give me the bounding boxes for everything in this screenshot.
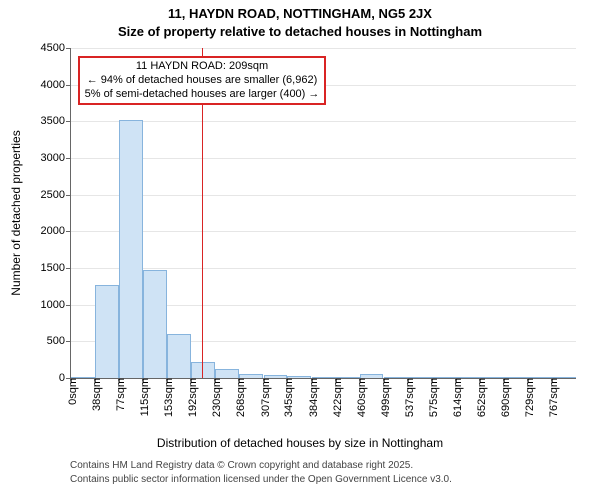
histogram-bar	[215, 369, 239, 378]
ytick-label: 3000	[41, 152, 71, 164]
xtick-label: 38sqm	[87, 378, 103, 411]
xtick-label: 268sqm	[231, 378, 247, 417]
xtick-label: 345sqm	[279, 378, 295, 417]
xtick-label: 460sqm	[352, 378, 368, 417]
ytick-label: 3500	[41, 115, 71, 127]
ytick-label: 4000	[41, 79, 71, 91]
xtick-label: 384sqm	[304, 378, 320, 417]
footer-line-2: Contains public sector information licen…	[70, 474, 452, 485]
histogram-bar	[167, 334, 191, 378]
xtick-label: 422sqm	[328, 378, 344, 417]
gridline	[71, 231, 576, 232]
ytick-label: 1000	[41, 299, 71, 311]
xtick-label: 115sqm	[135, 378, 151, 416]
y-axis-title: Number of detached properties	[9, 130, 23, 295]
xtick-label: 575sqm	[424, 378, 440, 417]
gridline	[71, 195, 576, 196]
annotation-line: 11 HAYDN ROAD: 209sqm	[85, 60, 320, 74]
ytick-label: 1500	[41, 262, 71, 274]
chart-title-line2: Size of property relative to detached ho…	[0, 24, 600, 39]
xtick-label: 307sqm	[256, 378, 272, 417]
xtick-label: 499sqm	[376, 378, 392, 417]
xtick-label: 192sqm	[183, 378, 199, 417]
chart-title-line1: 11, HAYDN ROAD, NOTTINGHAM, NG5 2JX	[0, 6, 600, 21]
ytick-label: 2000	[41, 225, 71, 237]
xtick-label: 767sqm	[544, 378, 560, 417]
annotation-line: 5% of semi-detached houses are larger (4…	[85, 88, 320, 102]
chart-container: 11, HAYDN ROAD, NOTTINGHAM, NG5 2JX Size…	[0, 0, 600, 500]
plot-area: 0500100015002000250030003500400045000sqm…	[70, 48, 576, 379]
xtick-label: 153sqm	[159, 378, 175, 417]
annotation-line: ← 94% of detached houses are smaller (6,…	[85, 74, 320, 88]
gridline	[71, 121, 576, 122]
xtick-label: 230sqm	[207, 378, 223, 417]
gridline	[71, 48, 576, 49]
xtick-label: 77sqm	[111, 378, 127, 411]
annotation-box: 11 HAYDN ROAD: 209sqm← 94% of detached h…	[78, 56, 327, 105]
x-axis-title: Distribution of detached houses by size …	[0, 436, 600, 450]
ytick-label: 2500	[41, 189, 71, 201]
xtick-label: 614sqm	[448, 378, 464, 417]
footer-line-1: Contains HM Land Registry data © Crown c…	[70, 460, 413, 471]
histogram-bar	[119, 120, 143, 379]
gridline	[71, 158, 576, 159]
gridline	[71, 268, 576, 269]
xtick-label: 690sqm	[496, 378, 512, 417]
xtick-label: 537sqm	[400, 378, 416, 417]
xtick-label: 652sqm	[472, 378, 488, 417]
xtick-label: 729sqm	[520, 378, 536, 417]
ytick-label: 500	[47, 335, 71, 347]
histogram-bar	[191, 362, 215, 379]
xtick-label: 0sqm	[63, 378, 79, 405]
histogram-bar	[143, 270, 167, 378]
histogram-bar	[95, 285, 119, 379]
ytick-label: 4500	[41, 42, 71, 54]
